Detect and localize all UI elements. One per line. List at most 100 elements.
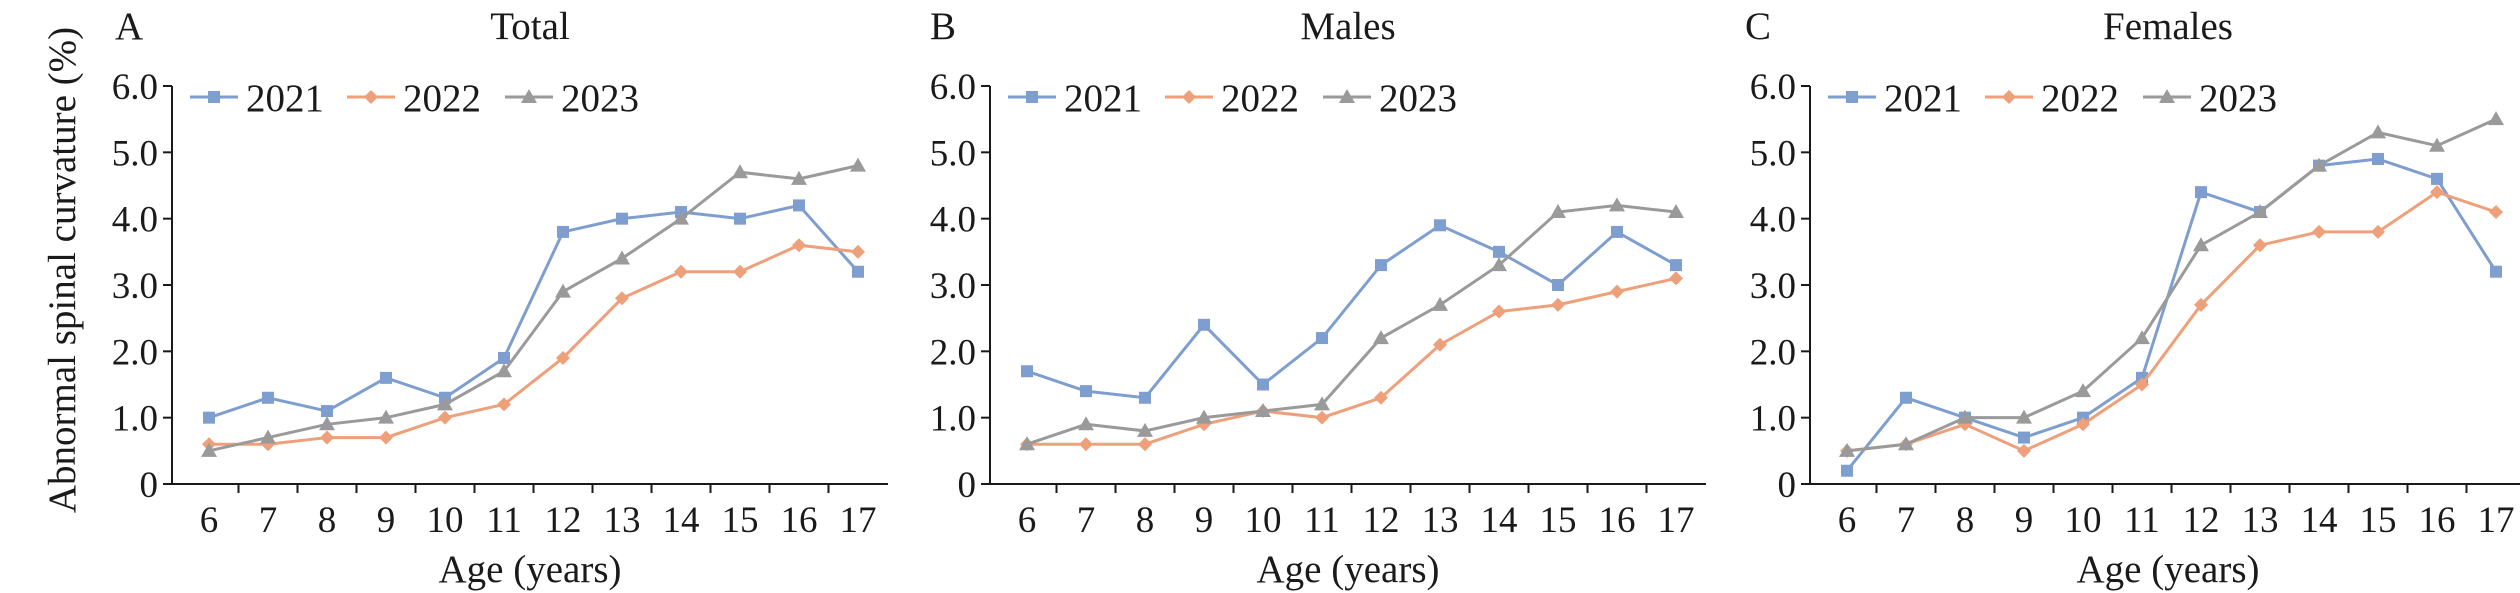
legend-marker [521,89,537,103]
data-point-2023 [2252,204,2268,219]
series-line-2022 [1027,276,1677,446]
y-tick-label: 2.0 [930,332,976,373]
y-tick-label: 1.0 [930,399,976,440]
y-tick-label: 1.0 [112,399,158,440]
y-tick-label: 4.0 [1750,200,1796,241]
data-point-2022 [2017,443,2031,458]
data-point-2022 [2076,417,2090,432]
x-tick-label: 7 [1077,500,1096,541]
data-point-2023 [378,409,394,424]
data-point-2022 [615,291,629,306]
x-tick-label: 6 [1018,500,1037,541]
data-point-2022 [438,410,452,425]
data-point-2021 [1257,378,1269,391]
data-point-2023 [2075,383,2091,398]
x-tick-label: 17 [1658,500,1695,541]
data-point-2023 [437,396,453,411]
data-point-2023 [1019,436,1035,451]
data-point-2022 [320,430,334,445]
data-point-2023 [1314,396,1330,411]
legend-marker [2002,90,2016,104]
data-point-2021 [1198,318,1210,331]
data-point-2022 [1610,284,1624,299]
x-tick-label: 8 [1956,500,1975,541]
y-tick-label: 6.0 [1750,67,1796,108]
y-tick-label: 5.0 [1750,133,1796,174]
x-tick-label: 14 [2301,500,2338,541]
chart-panel-c: C Females 0 1.0 2.0 3.0 4.0 5.0 6.0 6 7 8 9 10 11 12 13 1… [1745,5,2520,591]
data-point-2022 [1138,437,1152,452]
legend-label: 2022 [403,77,481,120]
panel-letter: A [115,5,143,48]
data-point-2022 [379,430,393,445]
data-point-2021 [1021,365,1033,378]
y-tick-label: 0 [140,465,159,506]
x-tick-label: 7 [259,500,278,541]
data-point-2022 [2489,205,2503,220]
x-tick-label: 13 [2242,500,2279,541]
legend-item-2022: 2022 [1985,77,2119,120]
data-point-2022 [2312,224,2326,239]
y-tick-label: 2.0 [112,332,158,373]
x-tick-label: 15 [1540,500,1577,541]
data-point-2022 [1315,410,1329,425]
x-tick-label: 9 [377,500,396,541]
legend-marker [364,90,378,104]
x-tick-label: 8 [318,500,337,541]
panel-letter: B [930,5,956,48]
legend-marker [1339,89,1355,103]
legend-item-2021: 2021 [190,77,324,120]
data-point-2021 [1434,219,1446,232]
data-point-2022 [1551,297,1565,312]
legend-item-2023: 2023 [1323,77,1457,120]
data-point-2023 [1957,409,1973,424]
data-point-2021 [2490,265,2502,278]
data-point-2023 [2488,111,2504,126]
x-tick-label: 15 [722,500,759,541]
data-point-2023 [614,250,630,265]
y-tick-label: 0 [1778,465,1797,506]
data-point-2021 [1139,391,1151,404]
legend-label: 2021 [1064,77,1142,120]
x-tick-label: 6 [1838,500,1857,541]
data-point-2023 [2016,409,2032,424]
x-tick-label: 10 [2065,500,2102,541]
data-point-2023 [2134,330,2150,345]
x-tick-label: 12 [1363,500,1400,541]
data-point-2023 [791,170,807,185]
x-tick-label: 6 [200,500,219,541]
data-point-2022 [2430,185,2444,200]
data-point-2021 [1670,259,1682,272]
legend-marker [208,91,220,103]
data-point-2023 [1137,422,1153,437]
data-point-2021 [1316,332,1328,345]
data-point-2021 [203,411,215,424]
data-point-2022 [792,238,806,253]
data-point-2023 [496,363,512,378]
y-tick-label: 4.0 [930,200,976,241]
x-tick-label: 16 [2419,500,2456,541]
data-point-2022 [1669,271,1683,286]
y-axis-title: Abnormal spinal curvature (%) [41,27,84,513]
x-axis-label: Age (years) [439,548,622,591]
series-line-2021 [1845,157,2498,472]
series-line-2021 [208,203,860,420]
legend-item-2021: 2021 [1008,77,1142,120]
legend-item-2022: 2022 [347,77,481,120]
data-point-2023 [732,164,748,179]
data-point-2022 [1079,437,1093,452]
x-tick-label: 17 [2478,500,2515,541]
x-tick-label: 11 [2124,500,2160,541]
legend-label: 2022 [1221,77,1299,120]
legend-item-2021: 2021 [1828,77,1962,120]
data-point-2021 [1611,225,1623,238]
data-point-2022 [1433,337,1447,352]
series-line-2022 [1846,190,2497,453]
x-tick-label: 9 [2015,500,2034,541]
chart-title: Males [1300,5,1395,48]
x-tick-label: 12 [545,500,582,541]
legend-label: 2023 [2199,77,2277,120]
series-line-2023 [1026,203,1677,446]
data-point-2022 [1374,390,1388,405]
